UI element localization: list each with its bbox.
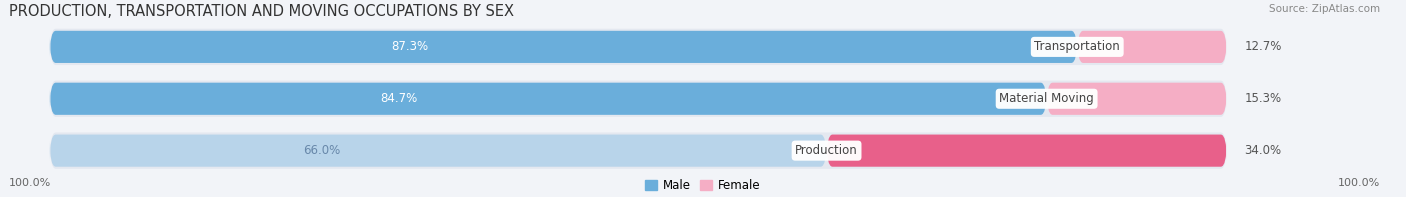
Text: 87.3%: 87.3% [391,40,427,53]
FancyBboxPatch shape [49,132,1226,169]
FancyBboxPatch shape [49,29,1226,65]
Text: 84.7%: 84.7% [380,92,418,105]
FancyBboxPatch shape [49,135,827,167]
Text: 66.0%: 66.0% [304,144,340,157]
Text: 100.0%: 100.0% [1337,178,1379,188]
FancyBboxPatch shape [1077,31,1226,63]
FancyBboxPatch shape [827,135,1226,167]
FancyBboxPatch shape [49,83,1046,115]
Text: 100.0%: 100.0% [8,178,51,188]
FancyBboxPatch shape [49,31,1077,63]
Text: Production: Production [796,144,858,157]
Text: Transportation: Transportation [1035,40,1121,53]
Text: 15.3%: 15.3% [1244,92,1281,105]
Text: Material Moving: Material Moving [1000,92,1094,105]
Text: PRODUCTION, TRANSPORTATION AND MOVING OCCUPATIONS BY SEX: PRODUCTION, TRANSPORTATION AND MOVING OC… [8,4,513,19]
Text: 12.7%: 12.7% [1244,40,1282,53]
FancyBboxPatch shape [1046,83,1226,115]
Legend: Male, Female: Male, Female [641,175,765,197]
Text: 34.0%: 34.0% [1244,144,1281,157]
FancyBboxPatch shape [49,81,1226,117]
Text: Source: ZipAtlas.com: Source: ZipAtlas.com [1268,4,1379,14]
